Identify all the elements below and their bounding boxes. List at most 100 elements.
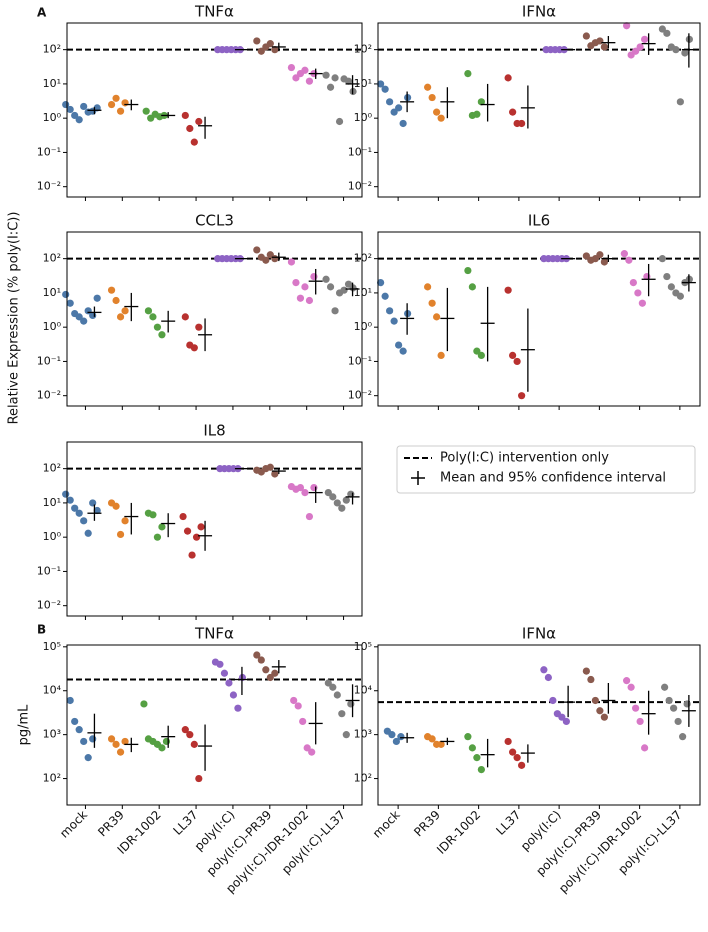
y-tick-label: 10² <box>43 43 61 56</box>
data-point <box>71 111 79 120</box>
y-tick-label: 10² <box>354 772 372 785</box>
data-point <box>93 506 101 515</box>
data-point <box>308 748 316 756</box>
data-point <box>674 717 682 726</box>
data-point <box>670 704 678 712</box>
data-point <box>582 667 590 675</box>
data-point <box>112 740 120 748</box>
axes-frame <box>66 22 363 198</box>
x-tick-label: LL37 <box>171 808 201 838</box>
data-point <box>437 114 445 122</box>
data-point <box>473 110 481 118</box>
y-tick-label: 10⁻² <box>37 389 61 402</box>
data-point <box>388 731 396 739</box>
y-tick-label: 10¹ <box>43 286 61 299</box>
legend-box <box>396 445 696 494</box>
axes-frame <box>66 644 363 806</box>
data-point <box>395 341 403 349</box>
data-point <box>253 651 261 659</box>
axes-frame <box>66 231 363 407</box>
data-point <box>290 696 298 705</box>
data-point <box>329 683 337 691</box>
data-point <box>181 111 189 120</box>
data-point <box>338 504 346 512</box>
data-point <box>600 713 608 721</box>
data-point <box>262 666 270 674</box>
y-tick-label: 10¹ <box>43 77 61 90</box>
data-point <box>665 696 673 705</box>
data-point <box>80 317 88 325</box>
data-point <box>253 246 261 254</box>
data-point <box>329 493 337 501</box>
data-point <box>667 283 675 291</box>
data-point <box>344 77 353 85</box>
data-point <box>335 117 344 126</box>
data-point <box>464 70 472 78</box>
data-point <box>287 63 296 72</box>
y-tick-label: 10² <box>43 462 61 475</box>
x-tick-label: mock <box>57 808 90 841</box>
data-point <box>287 258 296 266</box>
y-axis-label: Relative Expression (% poly(I:C)) <box>7 212 22 425</box>
data-point <box>195 774 203 783</box>
y-tick-label: 10¹ <box>354 286 372 299</box>
data-point <box>340 286 348 294</box>
data-point <box>80 737 88 746</box>
data-point <box>386 307 394 315</box>
data-point <box>220 669 229 677</box>
data-point <box>271 255 279 263</box>
data-point <box>386 98 394 106</box>
data-point <box>477 765 485 774</box>
data-point <box>299 717 307 726</box>
data-point <box>71 717 79 726</box>
x-tick-label: IDR-1002 <box>434 808 483 857</box>
data-point <box>75 116 83 124</box>
data-point <box>116 530 125 539</box>
data-point <box>192 533 201 541</box>
data-point <box>84 529 92 537</box>
data-point <box>399 119 407 128</box>
data-point <box>663 29 671 37</box>
data-point <box>464 733 472 741</box>
data-point <box>596 37 604 45</box>
data-point <box>80 102 88 111</box>
data-point <box>620 250 628 258</box>
x-tick-label: PR39 <box>411 808 443 840</box>
data-point <box>322 71 330 79</box>
data-point <box>158 331 166 339</box>
y-tick-label: 10⁻¹ <box>37 354 61 367</box>
data-point <box>399 347 407 355</box>
data-point <box>158 523 166 531</box>
y-tick-label: 10⁰ <box>43 530 62 543</box>
data-point <box>190 138 198 146</box>
data-point <box>140 700 148 708</box>
data-point <box>190 740 198 748</box>
data-point <box>62 490 70 498</box>
y-axis-label: pg/mL <box>17 704 32 746</box>
x-tick-label: LL37 <box>493 808 523 838</box>
data-point <box>658 255 666 263</box>
data-point <box>331 74 339 82</box>
y-tick-label: 10⁻² <box>37 599 61 612</box>
data-point <box>377 80 385 88</box>
data-point <box>636 717 644 726</box>
x-tick-label: poly(I:C)-PR39 <box>204 808 275 879</box>
data-point <box>188 551 196 559</box>
data-point <box>294 702 302 710</box>
data-point <box>342 731 350 739</box>
data-point <box>342 496 350 504</box>
y-tick-label: 10⁰ <box>354 320 373 333</box>
data-point <box>225 679 233 687</box>
data-point <box>679 733 687 741</box>
y-tick-label: 10⁵ <box>43 640 61 653</box>
data-point <box>397 733 405 741</box>
y-tick-label: 10³ <box>354 728 372 741</box>
data-point <box>190 344 198 352</box>
data-point <box>381 85 389 93</box>
chart-title: TNFα <box>194 625 234 643</box>
data-point <box>112 502 120 510</box>
data-point <box>305 296 314 305</box>
legend: Poly(I:C) intervention only Mean and 95%… <box>396 445 696 494</box>
data-point <box>676 292 684 300</box>
data-point <box>107 100 116 109</box>
